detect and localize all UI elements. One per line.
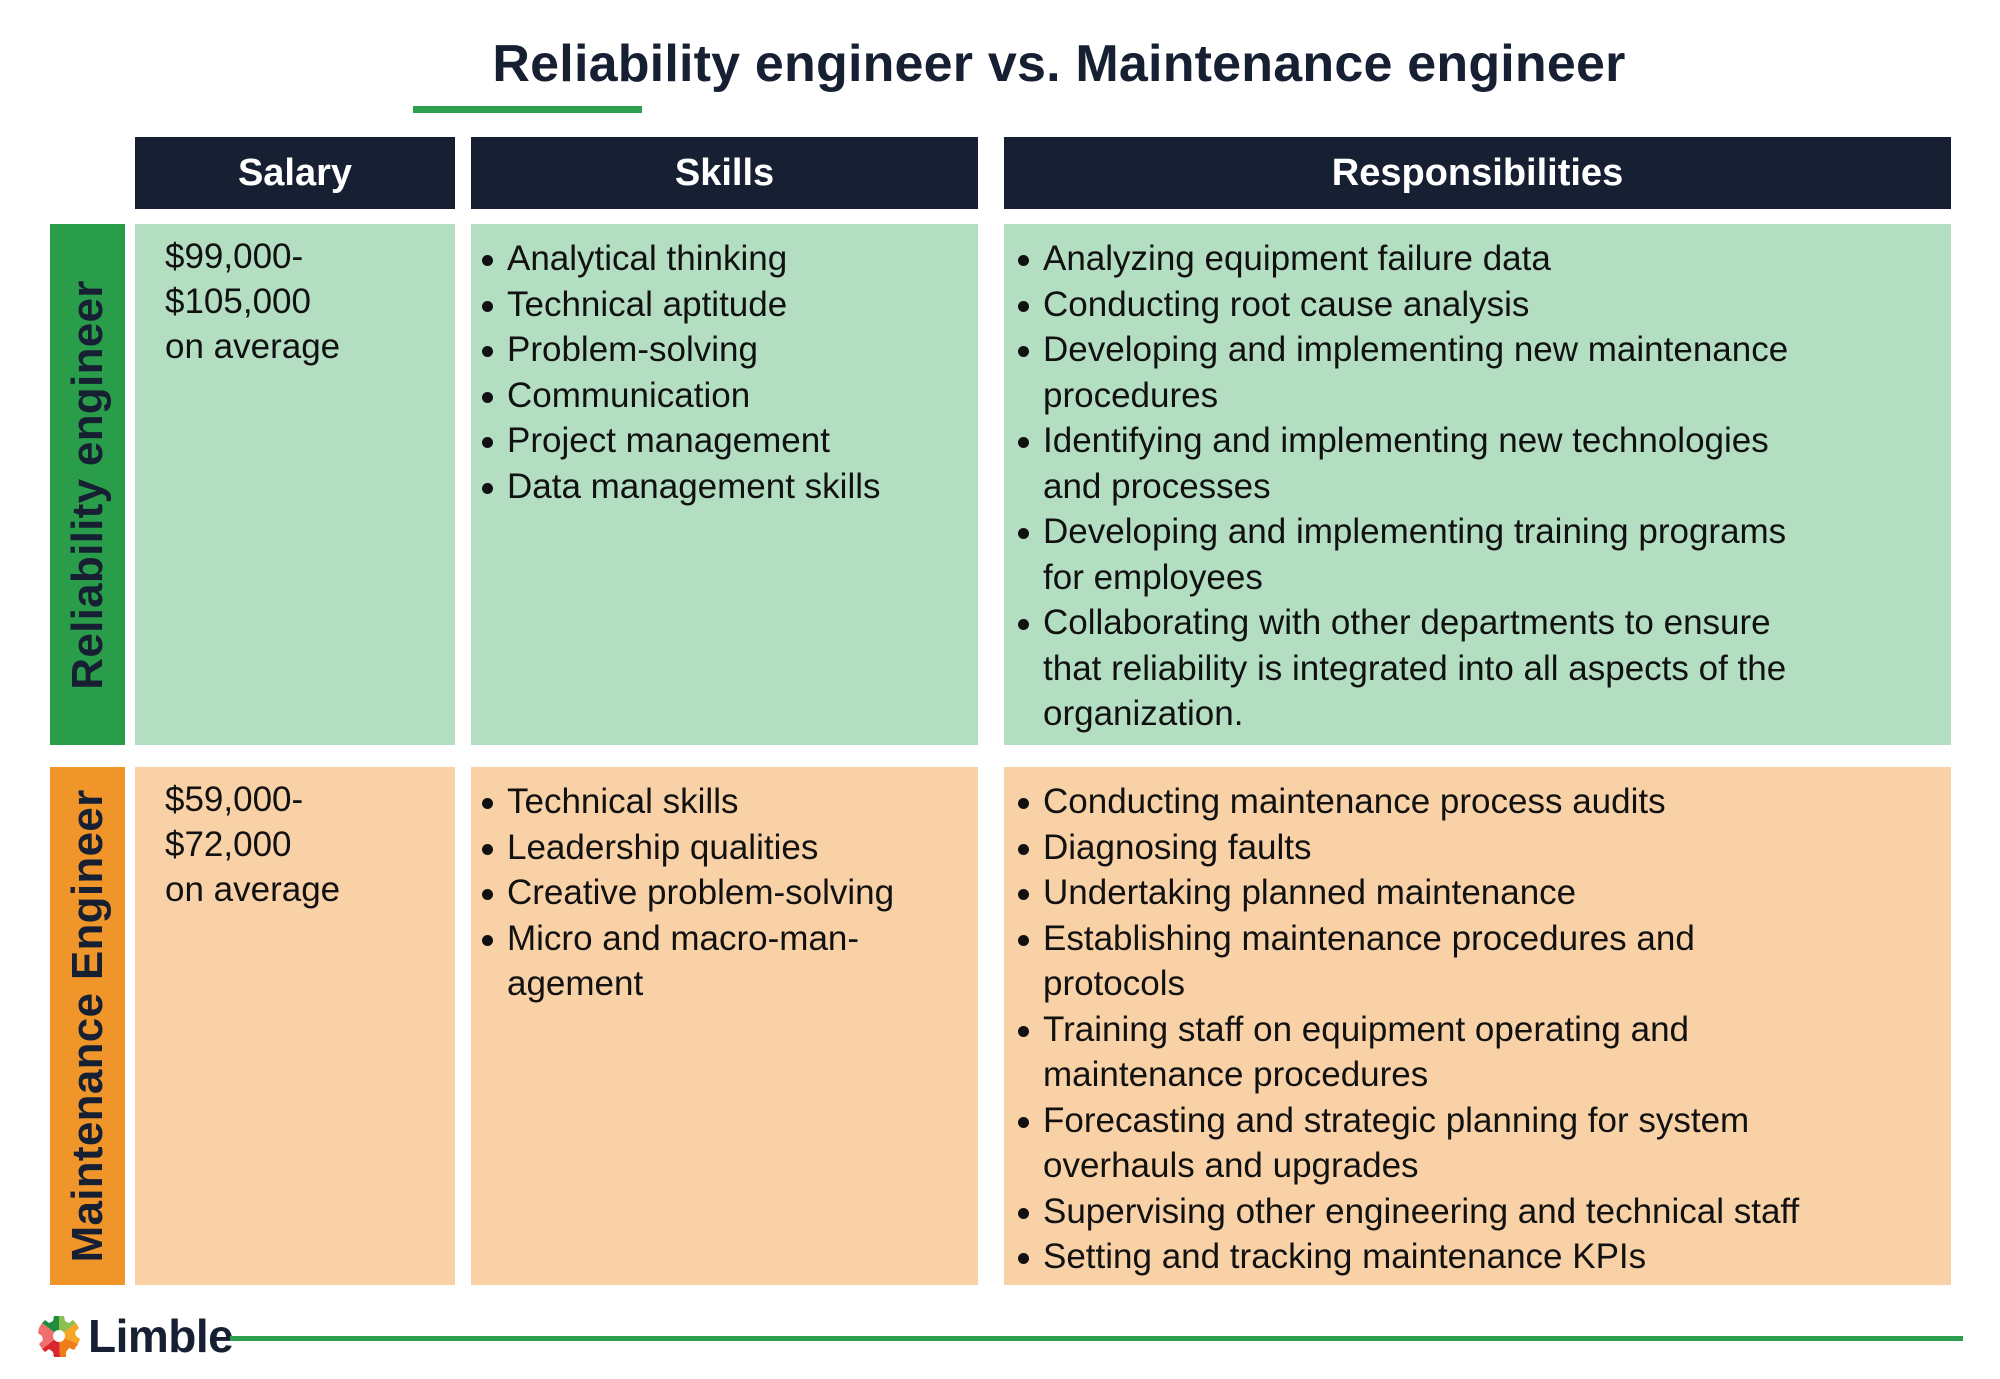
list-item: Training staff on equipment operating an…: [1016, 1007, 1799, 1098]
list-item-text: Identifying and implementing new technol…: [1043, 421, 1769, 460]
list-item: Micro and macro-man-agement: [480, 916, 894, 1007]
skills-list: Technical skills Leadership qualities Crea…: [480, 779, 894, 1007]
column-header-responsibilities: Responsibilities: [1004, 137, 1951, 209]
list-item: Analyzing equipment failure data: [1016, 236, 1788, 282]
list-item: Conducting maintenance process audits: [1016, 779, 1799, 825]
title-underline: [413, 106, 642, 113]
list-item-text: agement: [507, 964, 644, 1003]
list-item-text: Forecasting and strategic planning for s…: [1043, 1100, 1750, 1140]
list-item: Communication: [480, 373, 881, 419]
limble-brand-name: Limble: [88, 1310, 234, 1362]
list-item-text: Leadership qualities: [507, 827, 819, 867]
responsibilities-list: Conducting maintenance process audits Dia…: [1016, 779, 1799, 1280]
salary-line: $99,000-: [165, 237, 304, 276]
list-item: Supervising other engineering and techni…: [1016, 1189, 1799, 1235]
list-item: Conducting root cause analysis: [1016, 282, 1788, 328]
list-item-text: Analytical thinking: [507, 239, 788, 278]
row-label-text: Maintenance Engineer: [62, 789, 112, 1263]
list-item: Developing and implementing new maintena…: [1016, 327, 1788, 418]
salary-line: $105,000: [165, 282, 311, 321]
list-item-text: Creative problem-solving: [507, 873, 895, 912]
list-item: Identifying and implementing new technol…: [1016, 418, 1788, 509]
list-item-text: Collaborating with other departments to …: [1043, 603, 1771, 642]
salary-text: $99,000- $105,000 on average: [165, 234, 340, 369]
column-header-salary: Salary: [135, 137, 455, 209]
list-item-text: organization.: [1043, 694, 1244, 733]
limble-gear-logo-icon: [36, 1313, 82, 1359]
list-item-text: Problem-solving: [507, 330, 758, 369]
list-item: Setting and tracking maintenance KPIs: [1016, 1234, 1799, 1280]
salary-line: on average: [165, 870, 341, 909]
list-item: Problem-solving: [480, 327, 881, 373]
responsibilities-cell-maintenance: Conducting maintenance process audits Dia…: [1004, 767, 1951, 1285]
list-item-text: Setting and tracking maintenance KPIs: [1043, 1237, 1647, 1276]
list-item-text: Developing and implementing new maintena…: [1043, 330, 1789, 369]
salary-text: $59,000- $72,000 on average: [165, 777, 340, 912]
list-item: Technical skills: [480, 779, 894, 825]
list-item: Establishing maintenance procedures and p…: [1016, 916, 1799, 1007]
list-item-text: Analyzing equipment failure data: [1043, 239, 1551, 278]
list-item: Data management skills: [480, 464, 881, 510]
list-item-text: Training staff on equipment operating an…: [1043, 1009, 1689, 1049]
responsibilities-cell-reliability: Analyzing equipment failure data Conducti…: [1004, 224, 1951, 745]
list-item: Forecasting and strategic planning for s…: [1016, 1098, 1799, 1189]
list-item-text: Data management skills: [507, 466, 881, 506]
list-item: Analytical thinking: [480, 236, 881, 282]
list-item-text: that reliability is integrated into all …: [1043, 648, 1787, 688]
skills-cell-reliability: Analytical thinking Technical aptitude Pro…: [471, 224, 978, 745]
list-item-text: Technical skills: [507, 782, 739, 821]
list-item: Undertaking planned maintenance: [1016, 870, 1799, 916]
list-item-text: Project management: [507, 421, 830, 460]
column-header-skills: Skills: [471, 137, 978, 209]
list-item-text: Technical aptitude: [507, 284, 788, 324]
list-item-text: procedures: [1043, 375, 1219, 415]
responsibilities-list: Analyzing equipment failure data Conducti…: [1016, 236, 1788, 737]
list-item-text: Undertaking planned maintenance: [1043, 873, 1577, 912]
list-item-text: Conducting root cause analysis: [1043, 284, 1530, 324]
salary-cell-maintenance: $59,000- $72,000 on average: [135, 767, 455, 1285]
row-label-reliability-engineer: Reliability engineer: [50, 224, 125, 745]
list-item-text: Conducting maintenance process audits: [1043, 782, 1666, 821]
footer-divider-line: [230, 1336, 1963, 1341]
list-item: Project management: [480, 418, 881, 464]
list-item: Leadership qualities: [480, 825, 894, 871]
list-item-text: for employees: [1043, 557, 1263, 597]
salary-cell-reliability: $99,000- $105,000 on average: [135, 224, 455, 745]
list-item: Technical aptitude: [480, 282, 881, 328]
list-item-text: Establishing maintenance procedures and: [1043, 918, 1695, 958]
list-item-text: Communication: [507, 375, 751, 415]
row-label-text: Reliability engineer: [62, 279, 112, 690]
list-item-text: Developing and implementing training pro…: [1043, 512, 1787, 551]
list-item-text: Supervising other engineering and techni…: [1043, 1191, 1800, 1231]
salary-line: on average: [165, 327, 341, 366]
list-item-text: overhauls and upgrades: [1043, 1146, 1419, 1185]
list-item: Collaborating with other departments to …: [1016, 600, 1788, 737]
list-item-text: Diagnosing faults: [1043, 827, 1312, 867]
list-item-text: protocols: [1043, 964, 1186, 1003]
row-label-maintenance-engineer: Maintenance Engineer: [50, 767, 125, 1285]
skills-cell-maintenance: Technical skills Leadership qualities Crea…: [471, 767, 978, 1285]
list-item-text: and processes: [1043, 466, 1271, 506]
list-item: Developing and implementing training pro…: [1016, 509, 1788, 600]
salary-line: $59,000-: [165, 780, 304, 819]
list-item-text: Micro and macro-man-: [507, 918, 860, 958]
page-title: Reliability engineer vs. Maintenance eng…: [492, 35, 1626, 93]
list-item: Diagnosing faults: [1016, 825, 1799, 871]
salary-line: $72,000: [165, 825, 292, 864]
skills-list: Analytical thinking Technical aptitude Pro…: [480, 236, 881, 509]
list-item-text: maintenance procedures: [1043, 1055, 1429, 1094]
list-item: Creative problem-solving: [480, 870, 894, 916]
